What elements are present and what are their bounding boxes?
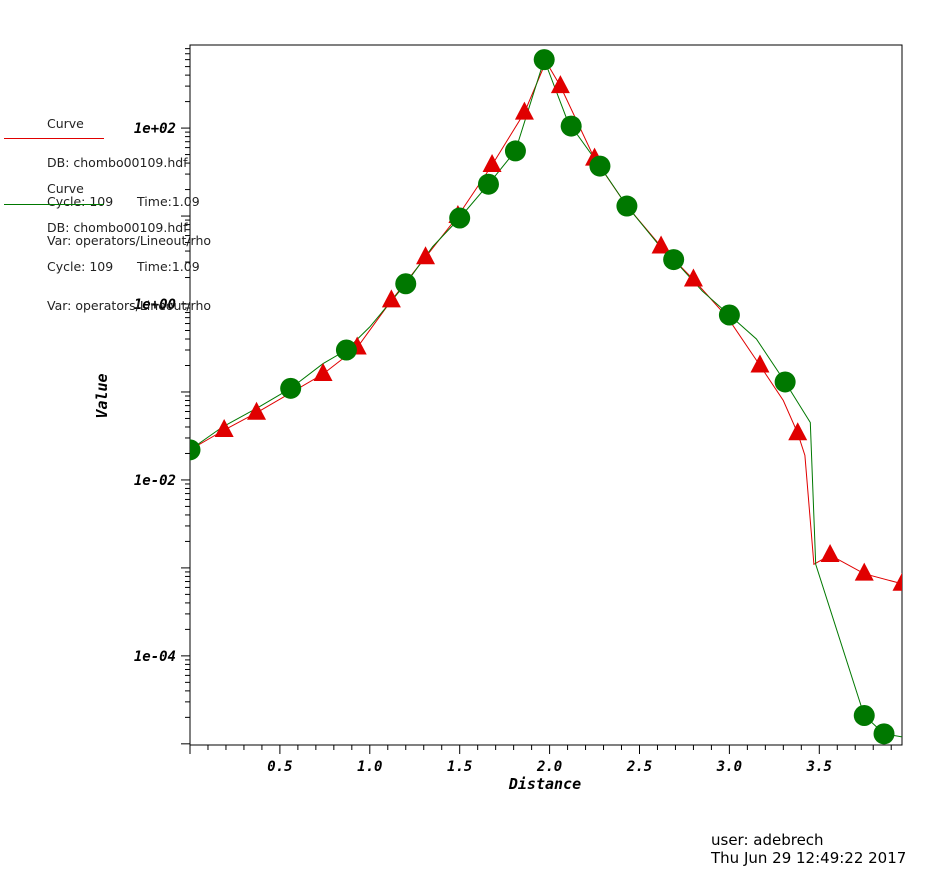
y-tick-label: 1e+02 — [134, 121, 176, 137]
series-2-circle-marker — [560, 115, 582, 137]
series-1-triangle-marker — [514, 101, 534, 120]
x-tick-label: 3.0 — [716, 759, 742, 775]
x-axis-title: Distance — [508, 775, 581, 793]
series-2-circle-marker — [395, 273, 417, 295]
series-1-triangle-marker — [416, 246, 436, 265]
legend-2-db: DB: chombo00109.hdf — [47, 220, 188, 235]
series-2-circle-marker — [718, 304, 740, 326]
x-tick-label: 1.5 — [447, 759, 472, 775]
series-1-triangle-marker — [788, 422, 808, 441]
series-2-circle-marker — [504, 140, 526, 162]
legend-1-db: DB: chombo00109.hdf — [47, 155, 188, 170]
x-tick-label: 2.0 — [536, 759, 562, 775]
y-tick-label: 1e-04 — [134, 649, 176, 665]
y-tick-label: 1e-02 — [134, 473, 176, 489]
series-1-triangle-marker — [820, 544, 840, 563]
series-2-circle-marker — [449, 207, 471, 229]
legend-2-title: Curve — [47, 181, 84, 196]
series-1-triangle-marker — [651, 235, 671, 254]
series-1-triangle-marker — [247, 401, 267, 420]
series-2-circle-marker — [853, 704, 875, 726]
series-2-circle-marker — [533, 49, 555, 71]
series-2-circle-marker — [190, 439, 201, 461]
legend-2-swatch — [4, 204, 104, 205]
series-2-circle-marker — [873, 723, 895, 745]
legend-entry-2: Curve DB: chombo00109.hdf Cycle: 109 Tim… — [47, 156, 211, 325]
legend-2-cycle: Cycle: 109 Time:1.09 — [47, 259, 200, 274]
series-2-circle-marker — [589, 155, 611, 177]
legend-2-var: Var: operators/Lineout/rho — [47, 298, 212, 313]
series-1-triangle-marker — [750, 354, 770, 373]
series-1-triangle-marker — [892, 572, 902, 591]
legend-1-var: Var: operators/Lineout/rho — [47, 233, 212, 248]
series-1-triangle-marker — [381, 289, 401, 308]
footer-date: Thu Jun 29 12:49:22 2017 — [711, 849, 907, 867]
series-1-triangle-marker — [482, 154, 502, 173]
y-tick-label: 1e+00 — [134, 297, 176, 313]
series-2-circle-marker — [774, 371, 796, 393]
series-1-triangle-marker — [550, 75, 570, 94]
series-1-triangle-marker — [313, 363, 333, 382]
series-2-circle-marker — [335, 339, 357, 361]
series-2-circle-marker — [477, 173, 499, 195]
footer-user: user: adebrech — [711, 831, 824, 849]
legend-1-swatch — [4, 138, 104, 139]
series-2-line — [190, 58, 902, 738]
series-2-circle-marker — [663, 249, 685, 271]
x-tick-label: 2.5 — [626, 759, 652, 775]
series-2-circle-marker — [616, 195, 638, 217]
x-tick-label: 0.5 — [267, 759, 292, 775]
plot-frame — [189, 44, 903, 746]
series-1-triangle-marker — [214, 418, 234, 437]
series-1-line — [190, 60, 902, 585]
series-1-triangle-marker — [854, 562, 874, 581]
y-axis-title: Value — [93, 373, 111, 418]
x-tick-label: 1.0 — [357, 759, 382, 775]
series-2-circle-marker — [280, 377, 302, 399]
series-1-triangle-marker — [683, 268, 703, 287]
x-tick-label: 3.5 — [806, 759, 832, 775]
legend-1-title: Curve — [47, 116, 84, 131]
